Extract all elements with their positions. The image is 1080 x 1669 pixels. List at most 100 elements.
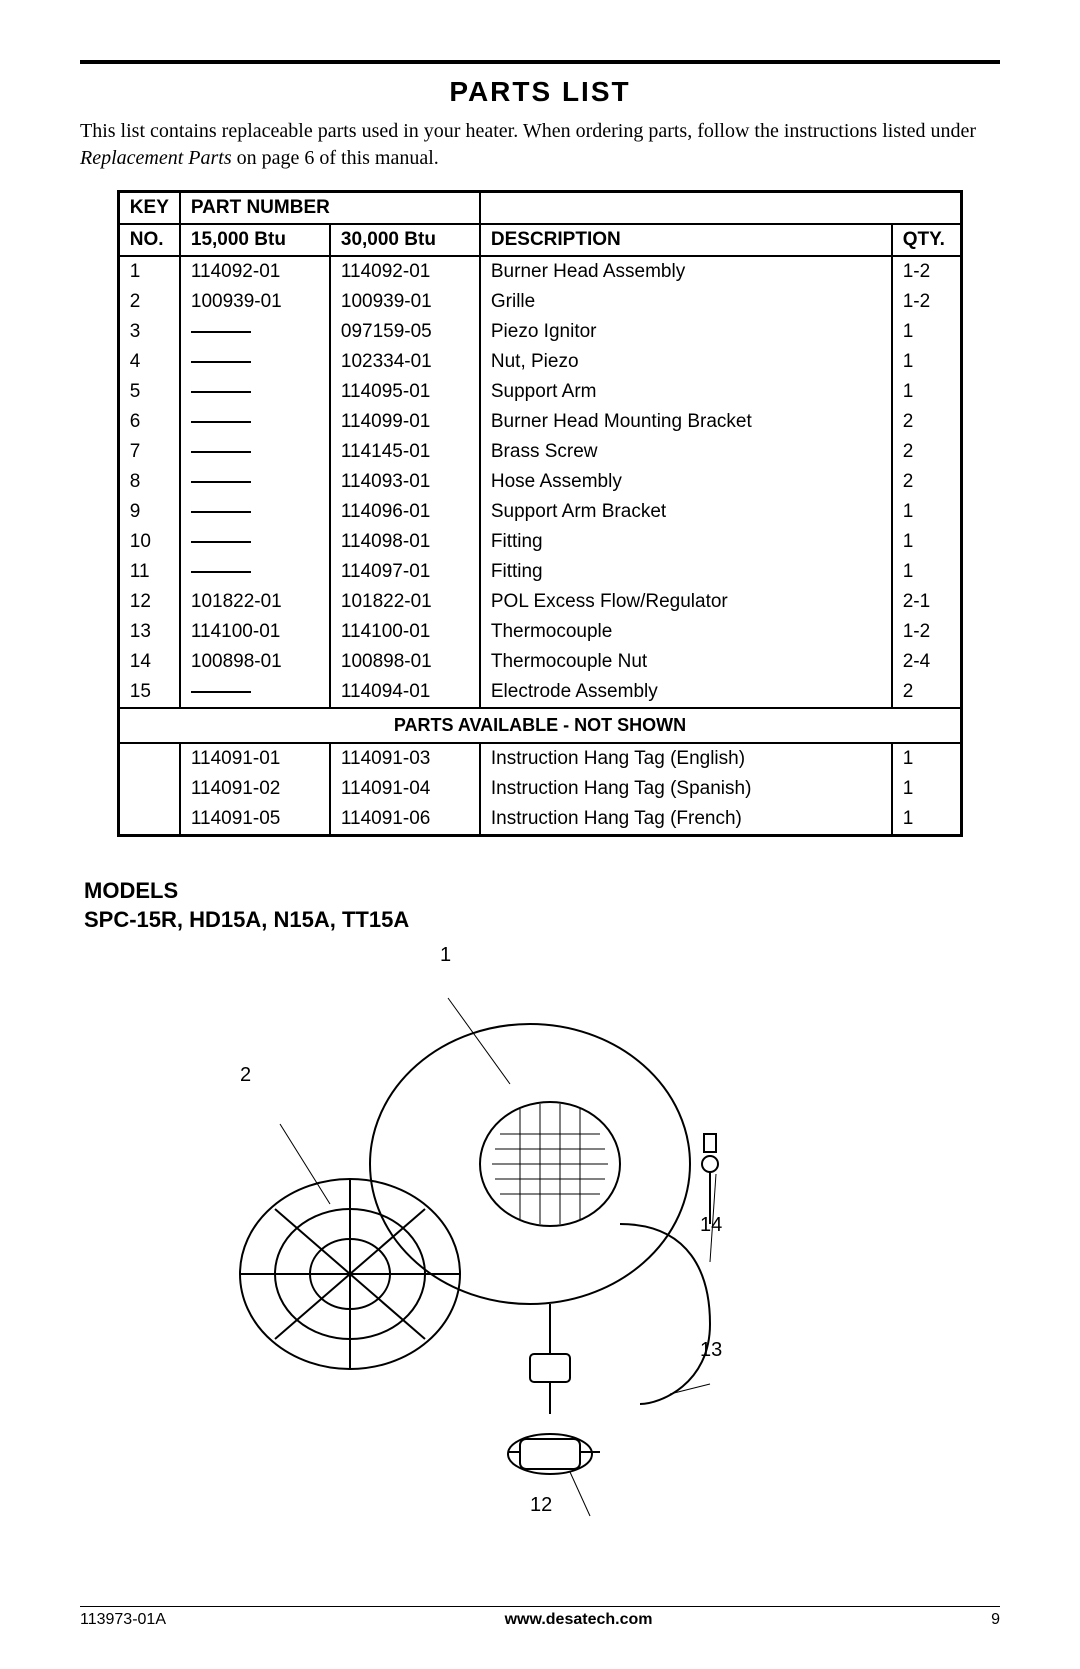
callout-1: 1 (440, 944, 451, 967)
dash-icon (191, 451, 251, 453)
exploded-diagram: 1 2 12 13 14 (80, 944, 1000, 1564)
table-cell: 12 (118, 587, 180, 617)
table-cell: 8 (118, 467, 180, 497)
table-cell: 2-1 (892, 587, 962, 617)
table-row: 10 114098-01Fitting1 (118, 527, 961, 557)
dash-icon (191, 391, 251, 393)
table-row: 4102334-01Nut, Piezo1 (118, 347, 961, 377)
page-title: PARTS LIST (80, 76, 1000, 108)
section-label: PARTS AVAILABLE - NOT SHOWN (118, 708, 961, 743)
callout-13: 13 (700, 1339, 722, 1362)
table-cell: Instruction Hang Tag (English) (480, 743, 892, 774)
intro-part1: This list contains replaceable parts use… (80, 120, 976, 142)
hdr-no: NO. (118, 224, 180, 256)
table-cell: 114098-01 (330, 527, 480, 557)
table-cell: 11 (118, 557, 180, 587)
table-cell: 100898-01 (330, 647, 480, 677)
table-cell: 114100-01 (180, 617, 330, 647)
table-cell: Support Arm Bracket (480, 497, 892, 527)
table-cell (180, 317, 330, 347)
table-row: 2100939-01100939-01Grille1-2 (118, 287, 961, 317)
hdr-15k: 15,000 Btu (180, 224, 330, 256)
table-cell: Fitting (480, 527, 892, 557)
table-cell: 13 (118, 617, 180, 647)
table-cell (180, 497, 330, 527)
table-cell: 114096-01 (330, 497, 480, 527)
table-cell: 4 (118, 347, 180, 377)
dash-icon (191, 511, 251, 513)
table-cell: 114093-01 (330, 467, 480, 497)
table-cell: 1-2 (892, 287, 962, 317)
table-row: 13114100-01114100-01Thermocouple1-2 (118, 617, 961, 647)
table-cell: Piezo Ignitor (480, 317, 892, 347)
table-row: 11 114097-01Fitting1 (118, 557, 961, 587)
table-cell: 102334-01 (330, 347, 480, 377)
table-cell: 1 (892, 774, 962, 804)
table-cell: Thermocouple Nut (480, 647, 892, 677)
table-cell: 1 (892, 527, 962, 557)
hdr-qty: QTY. (892, 224, 962, 256)
table-cell: Instruction Hang Tag (French) (480, 804, 892, 836)
table-cell: 10 (118, 527, 180, 557)
table-cell: Thermocouple (480, 617, 892, 647)
dash-icon (191, 541, 251, 543)
footer-page-number: 9 (991, 1611, 1000, 1629)
table-cell (180, 347, 330, 377)
table-cell: 6 (118, 407, 180, 437)
hdr-desc: DESCRIPTION (480, 224, 892, 256)
table-cell (180, 557, 330, 587)
intro-text: This list contains replaceable parts use… (80, 118, 1000, 172)
callout-14: 14 (700, 1214, 722, 1237)
table-cell: 2 (892, 467, 962, 497)
footer-url: www.desatech.com (505, 1611, 653, 1629)
hdr-blank1 (480, 192, 892, 225)
table-cell: 101822-01 (180, 587, 330, 617)
dash-icon (191, 481, 251, 483)
dash-icon (191, 421, 251, 423)
parts-table: KEY PART NUMBER NO. 15,000 Btu 30,000 Bt… (117, 190, 963, 837)
table-cell: 1 (118, 256, 180, 287)
top-rule (80, 60, 1000, 64)
dash-icon (191, 331, 251, 333)
diagram-svg (220, 974, 860, 1534)
table-cell: 114092-01 (180, 256, 330, 287)
table-cell: 114097-01 (330, 557, 480, 587)
table-cell: Fitting (480, 557, 892, 587)
table-row: 1114092-01114092-01Burner Head Assembly1… (118, 256, 961, 287)
table-row: 14100898-01100898-01Thermocouple Nut2-4 (118, 647, 961, 677)
table-cell: 3 (118, 317, 180, 347)
table-cell: 1 (892, 557, 962, 587)
table-row: 8114093-01Hose Assembly2 (118, 467, 961, 497)
table-cell: 114100-01 (330, 617, 480, 647)
table-cell: 1 (892, 317, 962, 347)
table-cell: 1 (892, 347, 962, 377)
table-cell: 1 (892, 804, 962, 836)
table-cell: 097159-05 (330, 317, 480, 347)
page-footer: 113973-01A www.desatech.com 9 (80, 1606, 1000, 1629)
table-cell (118, 774, 180, 804)
table-cell: 5 (118, 377, 180, 407)
table-cell: 1 (892, 377, 962, 407)
table-cell: 114095-01 (330, 377, 480, 407)
table-cell: 2 (892, 407, 962, 437)
table-cell: 114091-04 (330, 774, 480, 804)
table-row: 114091-05114091-06Instruction Hang Tag (… (118, 804, 961, 836)
models-label: MODELS (84, 877, 1000, 906)
dash-icon (191, 361, 251, 363)
table-cell: 114145-01 (330, 437, 480, 467)
dash-icon (191, 571, 251, 573)
table-cell: 14 (118, 647, 180, 677)
callout-2: 2 (240, 1064, 251, 1087)
hdr-30k: 30,000 Btu (330, 224, 480, 256)
table-cell: POL Excess Flow/Regulator (480, 587, 892, 617)
table-cell: Brass Screw (480, 437, 892, 467)
table-cell (118, 804, 180, 836)
table-row: 12101822-01101822-01POL Excess Flow/Regu… (118, 587, 961, 617)
table-cell: 100939-01 (180, 287, 330, 317)
table-cell (180, 467, 330, 497)
table-cell: 114091-06 (330, 804, 480, 836)
table-cell: 2 (892, 677, 962, 708)
table-cell (180, 377, 330, 407)
table-cell: Burner Head Mounting Bracket (480, 407, 892, 437)
table-cell: 100898-01 (180, 647, 330, 677)
